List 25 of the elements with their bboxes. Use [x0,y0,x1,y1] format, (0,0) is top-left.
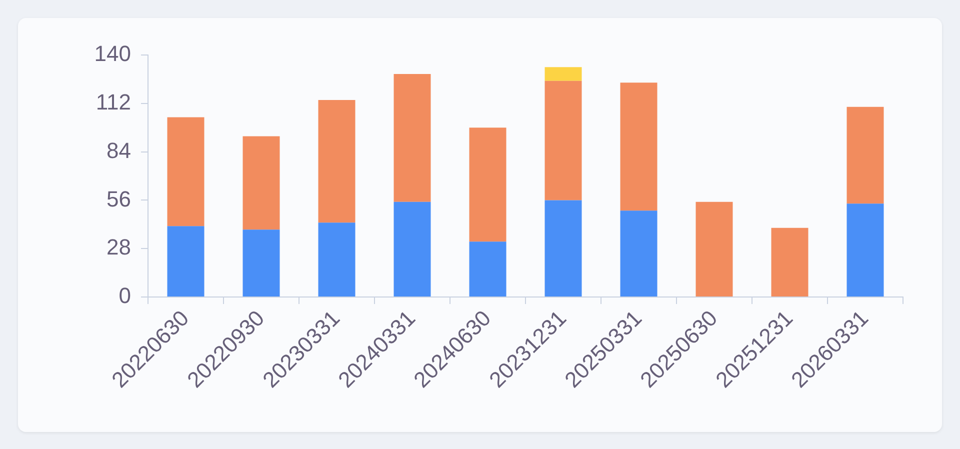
bar [620,210,658,296]
bar [318,100,356,223]
y-tick-label: 0 [118,283,131,308]
bar [696,202,733,296]
bar [469,242,506,296]
y-tick-label: 140 [94,41,131,66]
bar [394,202,431,296]
y-tick-label: 112 [96,89,131,114]
y-tick-label: 28 [106,234,131,260]
bar [242,136,280,230]
bar [318,222,356,296]
bar [469,128,506,242]
bar [167,226,204,296]
bar [242,230,280,296]
bar [167,117,204,226]
bar [544,80,582,200]
bar [620,82,658,211]
bar [846,204,884,296]
bar [771,228,808,296]
y-tick-label: 84 [106,138,131,163]
bar [394,74,431,202]
bar [544,67,582,81]
bar [846,106,884,204]
y-tick-label: 56 [106,186,131,212]
bar [544,200,582,296]
